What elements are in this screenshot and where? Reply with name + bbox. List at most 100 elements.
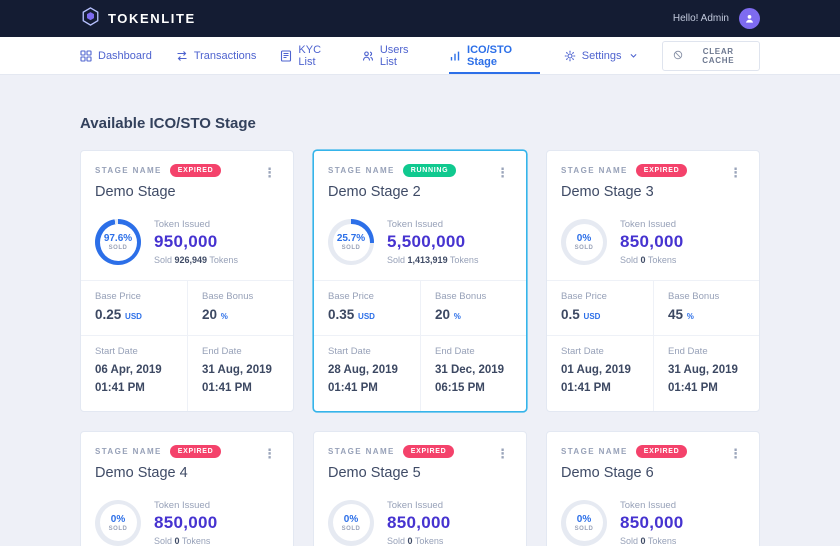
token-issued-label: Token Issued bbox=[154, 499, 210, 511]
sold-progress-ring: 0% SOLD bbox=[95, 499, 141, 546]
sold-amount: 1,413,919 bbox=[407, 255, 448, 265]
sold-percent: 0% bbox=[576, 513, 592, 525]
ico-sto-stage-icon bbox=[449, 50, 461, 62]
sold-tokens-line: Sold 0 Tokens bbox=[620, 255, 684, 265]
sold-progress-ring: 25.7% SOLD bbox=[328, 219, 374, 265]
base-bonus-unit: % bbox=[220, 312, 228, 321]
nav-dashboard[interactable]: Dashboard bbox=[80, 37, 152, 74]
end-date-label: End Date bbox=[435, 346, 475, 357]
sold-percent: 25.7% bbox=[336, 233, 366, 244]
status-badge: EXPIRED bbox=[169, 444, 222, 458]
sold-word: Sold bbox=[154, 535, 173, 546]
token-issued-value: 850,000 bbox=[620, 512, 684, 532]
clear-cache-icon bbox=[673, 50, 683, 62]
sold-word: Sold bbox=[620, 535, 639, 546]
status-badge: EXPIRED bbox=[635, 444, 688, 458]
base-price-number: 0.5 bbox=[561, 307, 580, 322]
token-issued-value: 850,000 bbox=[387, 512, 451, 532]
stage-card: STAGE NAME EXPIRED Demo Stage 3 ⋮ 0% SOL… bbox=[546, 150, 760, 412]
tokens-word: Tokens bbox=[647, 255, 677, 265]
sold-progress-ring: 0% SOLD bbox=[561, 499, 607, 546]
avatar[interactable] bbox=[739, 8, 760, 29]
token-issued-value: 5,500,000 bbox=[387, 232, 466, 251]
kebab-menu-icon[interactable]: ⋮ bbox=[729, 165, 742, 180]
greeting-text: Hello! Admin bbox=[672, 13, 729, 24]
kebab-menu-icon[interactable]: ⋮ bbox=[496, 445, 509, 461]
token-issued-label: Token Issued bbox=[620, 219, 676, 230]
sold-percent: 0% bbox=[576, 233, 592, 244]
gear-icon bbox=[564, 50, 576, 62]
sold-label: SOLD bbox=[574, 245, 594, 251]
sold-amount: 0 bbox=[640, 535, 646, 546]
stage-card: STAGE NAME EXPIRED Demo Stage 4 ⋮ 0% SOL… bbox=[80, 430, 294, 546]
nav-kyc-list[interactable]: KYC List bbox=[280, 37, 337, 74]
sold-word: Sold bbox=[387, 255, 406, 265]
tokens-word: Tokens bbox=[209, 255, 238, 265]
sold-label: SOLD bbox=[341, 525, 361, 532]
sold-percent: 97.6% bbox=[103, 233, 133, 244]
nav-settings[interactable]: Settings bbox=[564, 37, 638, 74]
brand-name: TOKENLITE bbox=[108, 11, 196, 26]
base-price-unit: USD bbox=[358, 312, 375, 321]
nav-transactions[interactable]: Transactions bbox=[176, 37, 256, 74]
start-date-value: 01 Aug, 2019 01:41 PM bbox=[561, 364, 631, 394]
stage-card: STAGE NAME RUNNING Demo Stage 2 ⋮ 25.7% … bbox=[313, 150, 527, 412]
nav-users-list[interactable]: Users List bbox=[362, 37, 425, 74]
base-bonus-unit: % bbox=[453, 312, 461, 321]
base-bonus-unit: % bbox=[686, 312, 694, 321]
kebab-menu-icon[interactable]: ⋮ bbox=[263, 445, 276, 461]
end-date-value: 31 Dec, 2019 06:15 PM bbox=[435, 364, 505, 394]
sold-word: Sold bbox=[620, 255, 639, 265]
status-badge: EXPIRED bbox=[635, 164, 688, 177]
token-issued-label: Token Issued bbox=[387, 499, 443, 511]
token-issued-label: Token Issued bbox=[387, 219, 443, 230]
stage-card: STAGE NAME EXPIRED Demo Stage ⋮ 97.6% SO… bbox=[80, 150, 294, 412]
nav-label: ICO/STO Stage bbox=[467, 43, 513, 68]
start-date-label: Start Date bbox=[95, 346, 138, 357]
base-price-unit: USD bbox=[125, 312, 142, 321]
stage-name-label: STAGE NAME bbox=[328, 166, 395, 175]
stage-title: Demo Stage 4 bbox=[95, 464, 188, 481]
sold-progress-ring: 0% SOLD bbox=[561, 219, 607, 265]
base-bonus-label: Base Bonus bbox=[435, 291, 487, 302]
sold-tokens-line: Sold 0 Tokens bbox=[154, 536, 218, 546]
stage-name-label: STAGE NAME bbox=[561, 446, 628, 456]
start-date-value: 28 Aug, 2019 01:41 PM bbox=[328, 364, 398, 394]
sold-percent: 0% bbox=[343, 513, 359, 525]
stage-title: Demo Stage 3 bbox=[561, 184, 654, 200]
base-price-value: 0.35 USD bbox=[328, 307, 406, 322]
stage-name-label: STAGE NAME bbox=[561, 166, 628, 175]
sold-percent: 0% bbox=[110, 513, 126, 525]
status-badge: RUNNING bbox=[402, 164, 457, 177]
nav-ico-sto-stage[interactable]: ICO/STO Stage bbox=[449, 37, 540, 74]
sold-progress-ring: 0% SOLD bbox=[328, 499, 374, 546]
base-price-unit: USD bbox=[583, 312, 601, 321]
top-header: TOKENLITE Hello! Admin bbox=[0, 0, 840, 37]
kebab-menu-icon[interactable]: ⋮ bbox=[729, 445, 742, 461]
start-date-label: Start Date bbox=[328, 346, 371, 357]
end-date-value: 31 Aug, 2019 01:41 PM bbox=[668, 364, 738, 394]
clear-cache-label: CLEAR CACHE bbox=[702, 46, 735, 65]
nav-label: KYC List bbox=[298, 43, 322, 68]
kebab-menu-icon[interactable]: ⋮ bbox=[263, 165, 276, 180]
brand[interactable]: TOKENLITE bbox=[80, 6, 196, 32]
sold-progress-ring: 97.6% SOLD bbox=[95, 219, 141, 265]
base-price-number: 0.25 bbox=[95, 307, 122, 322]
main-nav: Dashboard Transactions KYC List bbox=[0, 37, 840, 75]
sold-tokens-line: Sold 0 Tokens bbox=[387, 536, 451, 546]
kebab-menu-icon[interactable]: ⋮ bbox=[496, 165, 509, 180]
dashboard-icon bbox=[80, 49, 92, 62]
sold-label: SOLD bbox=[574, 525, 594, 532]
stage-title: Demo Stage bbox=[95, 184, 176, 200]
transactions-icon bbox=[176, 50, 188, 62]
base-price-label: Base Price bbox=[328, 291, 374, 302]
status-badge: EXPIRED bbox=[402, 444, 455, 458]
clear-cache-button[interactable]: CLEAR CACHE bbox=[661, 40, 760, 71]
stage-name-label: STAGE NAME bbox=[95, 446, 162, 456]
base-bonus-label: Base Bonus bbox=[668, 291, 720, 302]
base-bonus-value: 45 % bbox=[668, 307, 745, 322]
sold-amount: 0 bbox=[640, 255, 646, 265]
stage-title: Demo Stage 5 bbox=[328, 464, 421, 481]
nav-label: Settings bbox=[581, 49, 622, 62]
stage-card: STAGE NAME EXPIRED Demo Stage 6 ⋮ 0% SOL… bbox=[546, 430, 760, 546]
